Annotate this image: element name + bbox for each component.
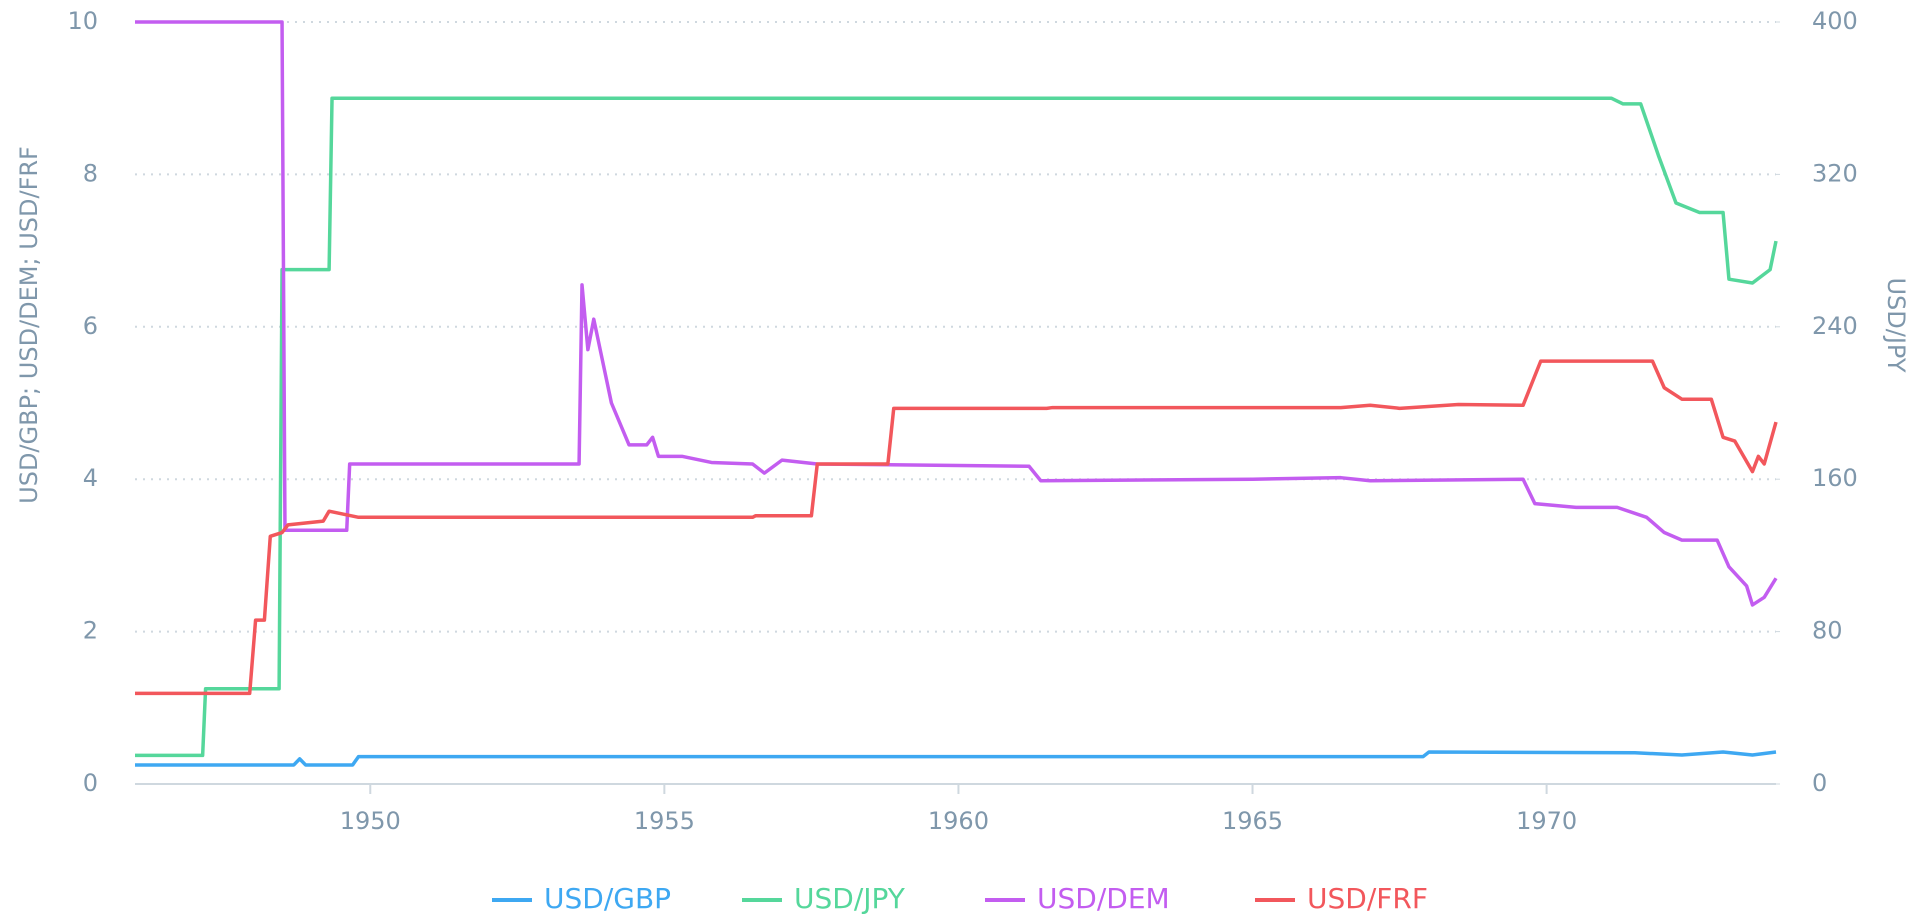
y-tick-label: 0 <box>83 769 98 797</box>
y2-axis-title: USD/JPY <box>1882 277 1910 372</box>
y2-tick-label: 400 <box>1812 7 1858 35</box>
legend-text: USD/GBP <box>544 882 671 915</box>
y-axis-title: USD/GBP; USD/DEM; USD/FRF <box>15 146 43 504</box>
series-line <box>135 96 1778 758</box>
legend-text: USD/DEM <box>1037 882 1170 915</box>
x-tick-label: 1970 <box>1516 807 1577 835</box>
legend-text: USD/JPY <box>794 882 906 915</box>
y2-tick-label: 0 <box>1812 769 1827 797</box>
series-line <box>135 750 1777 767</box>
y2-tick-label: 160 <box>1812 464 1858 492</box>
y-tick-label: 10 <box>67 7 98 35</box>
x-tick-label: 1965 <box>1222 807 1283 835</box>
y-tick-label: 2 <box>83 617 98 645</box>
series-line <box>135 359 1778 696</box>
y2-tick-label: 240 <box>1812 312 1858 340</box>
y-tick-label: 8 <box>83 159 98 187</box>
y-tick-label: 4 <box>83 464 98 492</box>
y2-tick-label: 320 <box>1812 159 1858 187</box>
legend-text: USD/FRF <box>1307 882 1428 915</box>
y-tick-label: 6 <box>83 312 98 340</box>
x-tick-label: 1950 <box>340 807 401 835</box>
y2-tick-label: 80 <box>1812 617 1843 645</box>
x-tick-label: 1955 <box>634 807 695 835</box>
x-tick-label: 1960 <box>928 807 989 835</box>
